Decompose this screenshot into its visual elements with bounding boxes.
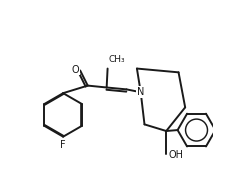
Text: OH: OH [168, 150, 183, 160]
Text: N: N [137, 87, 144, 97]
Text: CH₃: CH₃ [109, 55, 125, 64]
Text: F: F [60, 140, 66, 150]
Text: O: O [72, 65, 79, 74]
